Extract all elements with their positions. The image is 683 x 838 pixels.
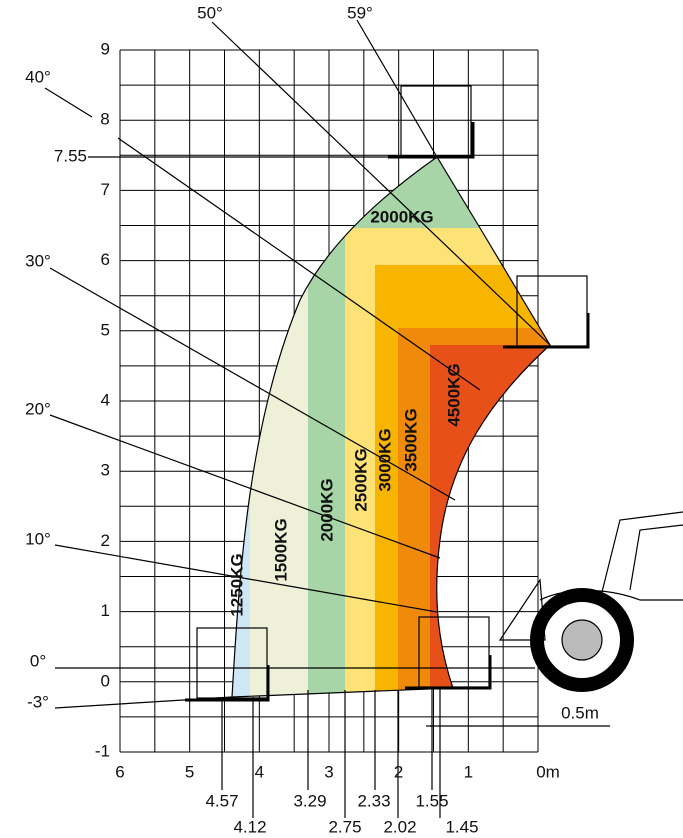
y-tick-label: 3	[101, 461, 110, 480]
angle-label: -3°	[27, 692, 49, 711]
y-tick-label: 4	[101, 390, 110, 409]
x-tick-label: 0m	[536, 762, 560, 781]
zone-label: 3000KG	[375, 428, 394, 491]
reach-label: 4.57	[205, 791, 238, 810]
reach-label: 2.02	[383, 817, 416, 836]
angle-label: 10°	[25, 529, 51, 548]
y-tick-label: -1	[95, 741, 110, 760]
reach-label: 3.29	[293, 791, 326, 810]
zone-label: 3500KG	[401, 408, 420, 471]
x-tick-label: 6	[115, 762, 124, 781]
zone-label: 1250KG	[227, 553, 246, 616]
angle-label: 30°	[25, 251, 51, 270]
y-tick-label: 6	[101, 250, 110, 269]
load-chart: 2000KG 1250KG 1500KG 2000KG 2500KG 3000K…	[0, 0, 683, 838]
height-mark: 7.55	[54, 146, 87, 165]
reach-label: 2.75	[328, 817, 361, 836]
y-tick-label: 9	[101, 39, 110, 58]
angle-label: 59°	[347, 3, 373, 22]
y-tick-label: 1	[101, 601, 110, 620]
angle-label: 50°	[197, 3, 223, 22]
zone-label: 2000KG	[370, 207, 433, 226]
angle-label: 0°	[30, 651, 46, 670]
reach-label: 1.55	[415, 791, 448, 810]
x-tick-label: 2	[394, 762, 403, 781]
y-tick-label: 2	[101, 531, 110, 550]
zone-label: 2500KG	[351, 448, 370, 511]
machine	[500, 512, 683, 685]
scale-label: 0.5m	[561, 703, 599, 722]
zone-label: 1500KG	[271, 518, 290, 581]
reach-label: 1.45	[445, 817, 478, 836]
reach-label: 2.33	[357, 791, 390, 810]
zone-label: 2000KG	[317, 478, 336, 541]
x-tick-label: 4	[255, 762, 264, 781]
y-tick-label: 8	[100, 110, 109, 129]
angle-label: 20°	[25, 399, 51, 418]
reach-label: 4.12	[233, 817, 266, 836]
y-tick-label: 5	[101, 320, 110, 339]
x-tick-label: 1	[464, 762, 473, 781]
y-tick-label: 7	[101, 180, 110, 199]
x-tick-label: 5	[185, 762, 194, 781]
reach-lines	[222, 688, 440, 818]
x-tick-label: 3	[324, 762, 333, 781]
y-tick-label: 0	[101, 671, 110, 690]
angle-label: 40°	[25, 67, 51, 86]
zone-label: 4500KG	[444, 363, 463, 426]
load-zones	[200, 100, 580, 728]
